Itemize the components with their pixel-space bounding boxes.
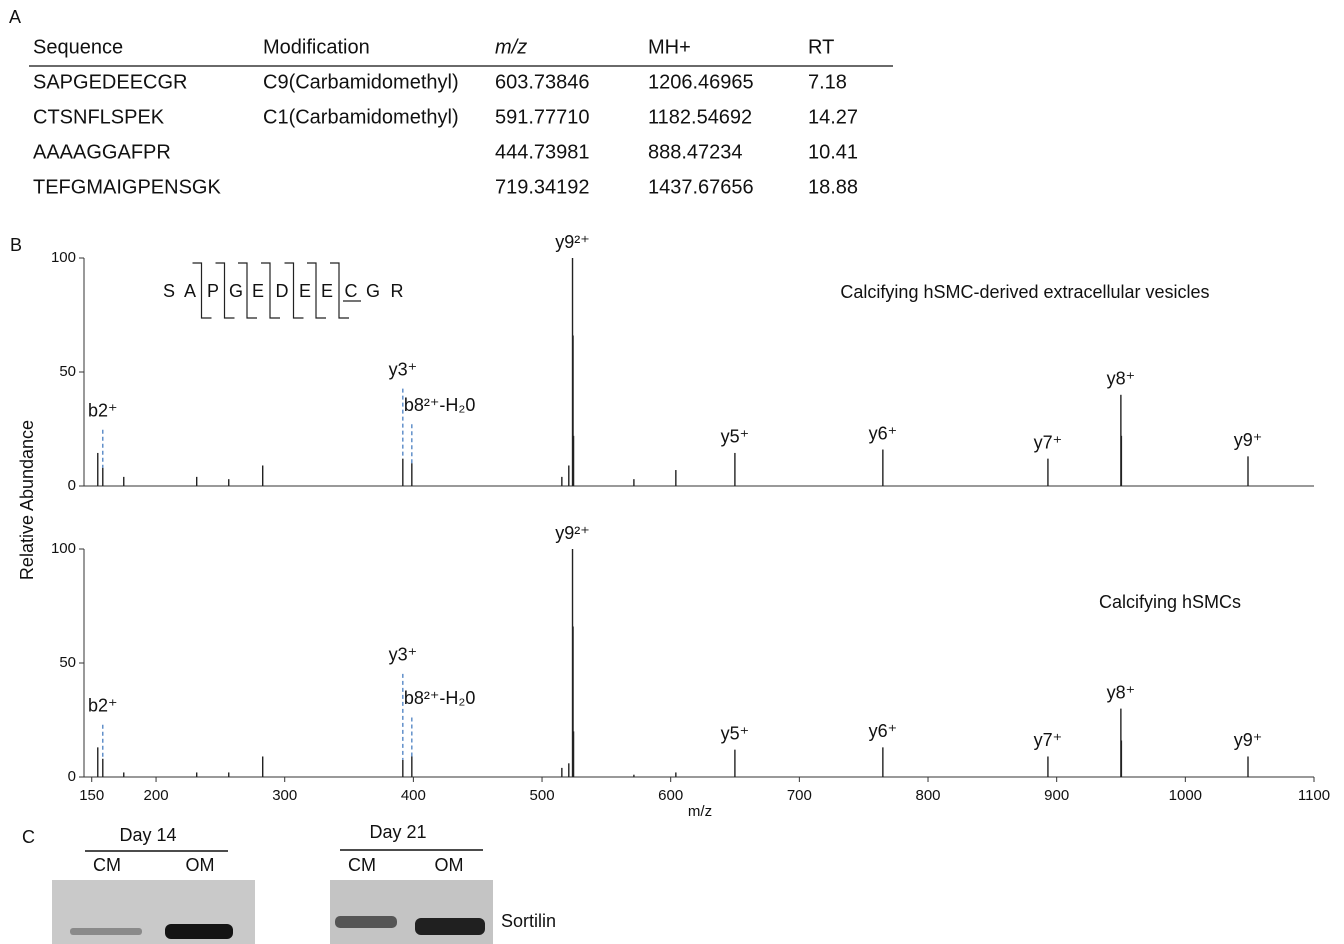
table-cell: TEFGMAIGPENSGK xyxy=(33,176,221,198)
table-cell: C1(Carbamidomethyl) xyxy=(263,106,459,128)
sequence-letter: E xyxy=(321,281,333,301)
sequence-letter: P xyxy=(207,281,219,301)
sequence-letter: R xyxy=(391,281,404,301)
table-cell: 1206.46965 xyxy=(648,71,754,93)
blot-band xyxy=(415,918,485,935)
y-axis-label: Relative Abundance xyxy=(17,420,37,580)
peak-label: y9²⁺ xyxy=(555,523,590,543)
table-cell: CTSNFLSPEK xyxy=(33,106,165,128)
x-tick-label: 150 xyxy=(79,787,104,804)
table-cell: 444.73981 xyxy=(495,141,590,163)
peak-label: y3⁺ xyxy=(389,359,418,379)
peak-label: b2⁺ xyxy=(88,696,118,716)
table-cell: 1437.67656 xyxy=(648,176,754,198)
table-cell: 603.73846 xyxy=(495,71,590,93)
y-tick-label: 0 xyxy=(68,477,76,494)
peak-label: y9²⁺ xyxy=(555,232,590,252)
table-cell: 1182.54692 xyxy=(648,106,752,128)
figure: A B C Relative Abundance Calcifying hSMC… xyxy=(0,0,1344,944)
table-cell: AAAAGGAFPR xyxy=(33,141,171,163)
panel-label: B xyxy=(10,235,22,255)
panel-label: C xyxy=(22,827,35,847)
chart-title: Calcifying hSMCs xyxy=(1099,592,1241,612)
x-axis-label: m/z xyxy=(688,803,712,820)
y-tick-label: 50 xyxy=(59,363,76,380)
table-header: RT xyxy=(808,36,834,58)
peak-label: y3⁺ xyxy=(389,645,418,665)
peak-label: y8⁺ xyxy=(1107,682,1136,702)
table-cell: 888.47234 xyxy=(648,141,743,163)
peak-label: y7⁺ xyxy=(1034,432,1063,452)
peak-label: b8²⁺-H₂0 xyxy=(404,688,476,708)
table-cell: C9(Carbamidomethyl) xyxy=(263,71,459,93)
chart-title: Calcifying hSMC-derived extracellular ve… xyxy=(840,282,1209,302)
y-tick-label: 0 xyxy=(68,768,76,785)
table-cell: SAPGEDEECGR xyxy=(33,71,187,93)
peak-label: y6⁺ xyxy=(869,423,898,443)
table-header: Sequence xyxy=(33,36,123,58)
peak-label: y9⁺ xyxy=(1234,430,1263,450)
blot-group: Day 21 xyxy=(369,822,426,842)
x-tick-label: 200 xyxy=(144,787,169,804)
peak-label: y8⁺ xyxy=(1107,369,1136,389)
lane-label: CM xyxy=(348,855,376,875)
peak-label: y9⁺ xyxy=(1234,730,1263,750)
peak-label: y6⁺ xyxy=(869,721,898,741)
blot-group: Day 14 xyxy=(119,825,176,845)
x-tick-label: 600 xyxy=(658,787,683,804)
lane-label: CM xyxy=(93,855,121,875)
x-tick-label: 1000 xyxy=(1169,787,1202,804)
x-tick-label: 900 xyxy=(1044,787,1069,804)
lane-label: OM xyxy=(435,855,464,875)
table-cell: 591.77710 xyxy=(495,106,590,128)
table-header: Modification xyxy=(263,36,370,58)
sequence-letter: A xyxy=(184,281,196,301)
x-tick-label: 700 xyxy=(787,787,812,804)
sequence-letter: G xyxy=(366,281,380,301)
panel-label: A xyxy=(9,7,21,27)
sequence-letter: E xyxy=(252,281,264,301)
table-cell: 10.41 xyxy=(808,141,858,163)
lane-label: OM xyxy=(186,855,215,875)
blot-band xyxy=(335,916,397,928)
blot-protein: Sortilin xyxy=(501,911,556,931)
y-tick-label: 100 xyxy=(51,540,76,557)
y-tick-label: 100 xyxy=(51,249,76,266)
peak-label: y5⁺ xyxy=(721,427,750,447)
table-cell: 18.88 xyxy=(808,176,858,198)
table-cell: 719.34192 xyxy=(495,176,590,198)
blot-band xyxy=(165,924,233,939)
sequence-letter: C xyxy=(345,281,358,301)
table-header: m/z xyxy=(495,36,527,58)
x-tick-label: 300 xyxy=(272,787,297,804)
sequence-letter: S xyxy=(163,281,175,301)
peak-label: b8²⁺-H₂0 xyxy=(404,395,476,415)
sequence-letter: E xyxy=(299,281,311,301)
table-cell: 14.27 xyxy=(808,106,858,128)
peak-label: y5⁺ xyxy=(721,723,750,743)
blot-band xyxy=(70,928,142,935)
x-tick-label: 1100 xyxy=(1298,787,1330,804)
x-tick-label: 800 xyxy=(916,787,941,804)
sequence-letter: D xyxy=(276,281,289,301)
x-tick-label: 400 xyxy=(401,787,426,804)
table-header: MH+ xyxy=(648,36,691,58)
peak-label: y7⁺ xyxy=(1034,730,1063,750)
sequence-letter: G xyxy=(229,281,243,301)
table-cell: 7.18 xyxy=(808,71,847,93)
peak-label: b2⁺ xyxy=(88,401,118,421)
y-tick-label: 50 xyxy=(59,654,76,671)
x-tick-label: 500 xyxy=(530,787,555,804)
